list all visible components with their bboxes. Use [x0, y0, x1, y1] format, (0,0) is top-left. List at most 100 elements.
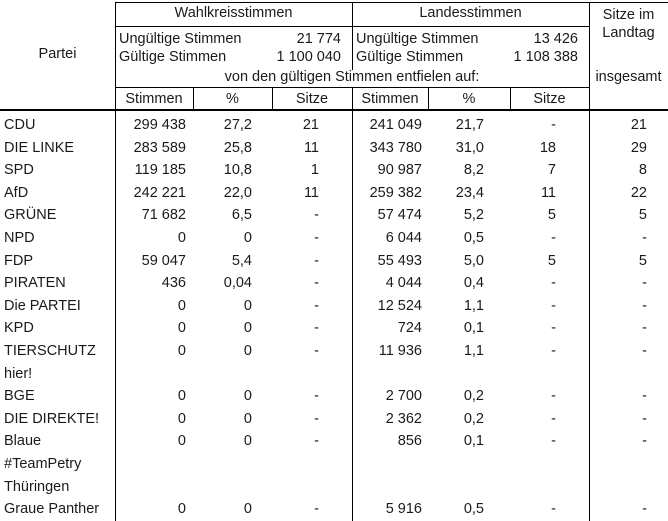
total-sitze-cell: 5 — [638, 207, 647, 224]
wahlkreis-sitze-cell: - — [314, 410, 319, 427]
wahlkreis-sitze-cell: - — [314, 433, 319, 450]
wahlkreis-sitze-cell: 21 — [302, 117, 319, 133]
table-top-border — [115, 2, 668, 3]
wahlkreis-percent-cell: 0 — [243, 410, 252, 427]
wahlkreis-stimmen-cell: 0 — [177, 501, 186, 518]
party-name-cell: SPD — [4, 162, 34, 179]
total-sitze-cell: - — [642, 275, 647, 292]
total-sitze-cell: - — [642, 320, 647, 337]
landes-valid-row: Gültige Stimmen 1 108 388 — [352, 48, 589, 66]
party-name-cell: Die PARTEI — [4, 297, 81, 314]
table-row: DIE LINKE 283 589 25,8 11 343 780 31,0 18 29 — [0, 137, 668, 160]
total-header-line1: Sitze im — [602, 7, 655, 23]
landes-sitze-cell: - — [551, 320, 556, 337]
total-sitze-cell: 21 — [630, 117, 647, 133]
wk-stimmen-header: Stimmen — [125, 91, 183, 107]
wahlkreis-sitze-cell: - — [314, 275, 319, 292]
wahlkreis-percent-cell: 0 — [243, 297, 252, 314]
wahlkreis-sitze-cell: - — [314, 501, 319, 518]
landes-stimmen-cell: 11 936 — [378, 342, 422, 359]
wahlkreis-percent-cell: 6,5 — [231, 207, 252, 224]
wahlkreis-stimmen-cell: 436 — [161, 275, 186, 292]
wahlkreis-percent-cell: 0,04 — [223, 275, 252, 292]
landes-stimmen-cell: 241 049 — [369, 117, 422, 133]
wahlkreis-sitze-cell: - — [314, 388, 319, 405]
landes-invalid-label: Ungültige Stimmen — [356, 31, 479, 47]
partei-column-border — [115, 2, 116, 521]
table-row: NPD 0 0 - 6 044 0,5 - - — [0, 227, 668, 250]
landes-stimmen-cell: 55 493 — [377, 252, 422, 269]
total-sitze-cell: - — [642, 388, 647, 405]
table-row: FDP 59 047 5,4 - 55 493 5,0 5 5 — [0, 250, 668, 273]
party-name-cell: Blaue #TeamPetry Thüringen — [4, 433, 82, 495]
landes-invalid-row: Ungültige Stimmen 13 426 — [352, 30, 589, 48]
valid-votes-note: von den gültigen Stimmen entfielen auf: — [224, 69, 480, 85]
total-sitze-cell: - — [642, 229, 647, 246]
table-row: CDU 299 438 27,2 21 241 049 21,7 - 21 — [0, 114, 668, 137]
wahlkreis-landes-border-bottom — [352, 87, 353, 521]
party-name-cell: AfD — [4, 184, 29, 201]
wahlkreis-percent-cell: 0 — [243, 342, 252, 359]
total-sitze-cell: - — [642, 342, 647, 359]
landes-sitze-cell: 18 — [539, 139, 556, 156]
landes-valid-label: Gültige Stimmen — [356, 49, 464, 65]
party-name-cell: DIE LINKE — [4, 139, 75, 156]
landes-stimmen-cell: 2 700 — [385, 388, 422, 405]
wahlkreis-stimmen-cell: 119 185 — [134, 162, 186, 179]
party-name-cell: TIERSCHUTZ hier! — [4, 342, 96, 382]
wahlkreis-sitze-cell: 11 — [303, 184, 319, 201]
wahlkreis-percent-cell: 0 — [243, 229, 252, 246]
table-body: CDU 299 438 27,2 21 241 049 21,7 - 21 DIE LINKE 2… — [0, 111, 668, 521]
wahlkreis-sitze-cell: 1 — [310, 162, 319, 179]
wahlkreis-invalid-row: Ungültige Stimmen 21 774 — [115, 30, 352, 48]
landes-sitze-cell: - — [551, 229, 556, 246]
landes-percent-cell: 1,1 — [463, 342, 484, 359]
ls-stimmen-header: Stimmen — [361, 91, 419, 107]
landes-sitze-cell: - — [551, 410, 556, 427]
wahlkreis-percent-cell: 0 — [243, 501, 252, 518]
landes-percent-cell: 21,7 — [455, 117, 484, 133]
wahlkreis-stimmen-cell: 0 — [177, 433, 186, 450]
wahlkreis-stimmen-cell: 59 047 — [141, 252, 186, 269]
wahlkreis-percent-cell: 27,2 — [223, 117, 252, 133]
party-name-cell: PIRATEN — [4, 275, 66, 292]
landes-stimmen-cell: 259 382 — [369, 184, 422, 201]
landes-stimmen-cell: 856 — [397, 433, 422, 450]
landes-sitze-cell: - — [551, 342, 556, 359]
landes-percent-cell: 0,2 — [463, 388, 484, 405]
wk-pct-sitze-sep — [272, 87, 273, 109]
wahlkreis-invalid-label: Ungültige Stimmen — [119, 31, 242, 47]
wahlkreis-percent-cell: 0 — [243, 320, 252, 337]
total-sitze-cell: 5 — [638, 252, 647, 269]
landes-stimmen-cell: 4 044 — [385, 275, 422, 292]
table-row: SPD 119 185 10,8 1 90 987 8,2 7 8 — [0, 159, 668, 182]
party-name-cell: Graue Panther — [4, 501, 100, 518]
total-sitze-cell: - — [642, 297, 647, 314]
wk-percent-header: % — [226, 91, 239, 107]
total-sitze-cell: 29 — [630, 139, 647, 156]
wahlkreis-stimmen-cell: 299 438 — [133, 117, 186, 133]
landes-valid-value: 1 108 388 — [513, 49, 578, 65]
wahlkreis-sitze-cell: - — [314, 207, 319, 224]
wahlkreis-sitze-cell: - — [314, 320, 319, 337]
landes-stimmen-cell: 90 987 — [377, 162, 422, 179]
table-row: Graue Panther 0 0 - 5 916 0,5 - - — [0, 498, 668, 521]
wahlkreis-landes-border-top — [352, 2, 353, 70]
wahlkreis-percent-cell: 10,8 — [223, 162, 252, 179]
header-bottom-border — [0, 109, 668, 111]
table-row: DIE DIREKTE! 0 0 - 2 362 0,2 - - — [0, 408, 668, 431]
landes-stimmen-cell: 5 916 — [385, 501, 422, 518]
wahlkreis-percent-cell: 22,0 — [223, 184, 252, 201]
landes-percent-cell: 31,0 — [455, 139, 484, 156]
total-sitze-cell: - — [642, 501, 647, 518]
total-sitze-cell: - — [642, 410, 647, 427]
landes-stimmen-cell: 343 780 — [369, 139, 422, 156]
landes-percent-cell: 8,2 — [463, 162, 484, 179]
total-header-line3: insgesamt — [595, 69, 662, 85]
wahlkreis-sitze-cell: - — [314, 297, 319, 314]
ls-sitze-header: Sitze — [533, 91, 566, 107]
landes-percent-cell: 0,5 — [463, 229, 484, 246]
landes-sitze-cell: 5 — [547, 252, 556, 269]
landes-sitze-cell: - — [551, 501, 556, 518]
total-sitze-cell: 22 — [630, 184, 647, 201]
